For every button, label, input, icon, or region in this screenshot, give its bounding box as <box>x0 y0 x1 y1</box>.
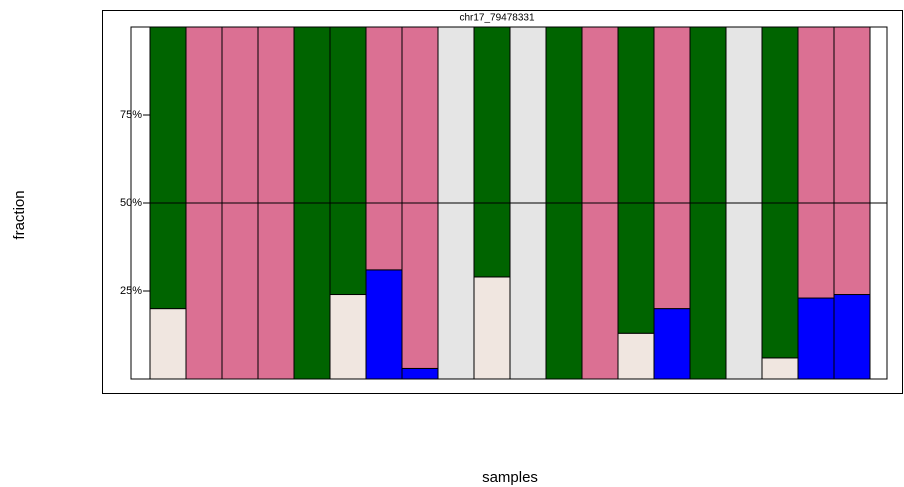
y-tick-label: 75% <box>120 109 142 121</box>
bar-segment <box>797 26 835 299</box>
bar-segment <box>473 276 511 380</box>
bar-segment <box>401 26 439 369</box>
y-tick-label: 25% <box>120 285 142 297</box>
bar-segment <box>653 308 691 380</box>
bar-segment <box>653 26 691 310</box>
bar-segment <box>365 269 403 380</box>
bar-segment <box>761 357 799 380</box>
bar-segment <box>149 308 187 380</box>
bar-segment <box>329 26 367 296</box>
y-tick-label: 50% <box>120 197 142 209</box>
chart-title: chr17_79478331 <box>459 13 535 24</box>
x-axis-label: samples <box>482 469 538 486</box>
bar-segment <box>329 294 367 380</box>
bar-segment <box>833 26 871 296</box>
bar-segment <box>401 367 439 380</box>
bar-segment <box>365 26 403 271</box>
plot-frame <box>102 10 903 394</box>
bar-segment <box>833 294 871 380</box>
bar-segment <box>617 332 655 380</box>
y-axis-label: fraction <box>11 190 28 239</box>
bar-segment <box>473 26 511 278</box>
bar-segment <box>761 26 799 359</box>
bar-segment <box>617 26 655 334</box>
bar-segment <box>797 297 835 380</box>
bar-segment <box>149 26 187 310</box>
